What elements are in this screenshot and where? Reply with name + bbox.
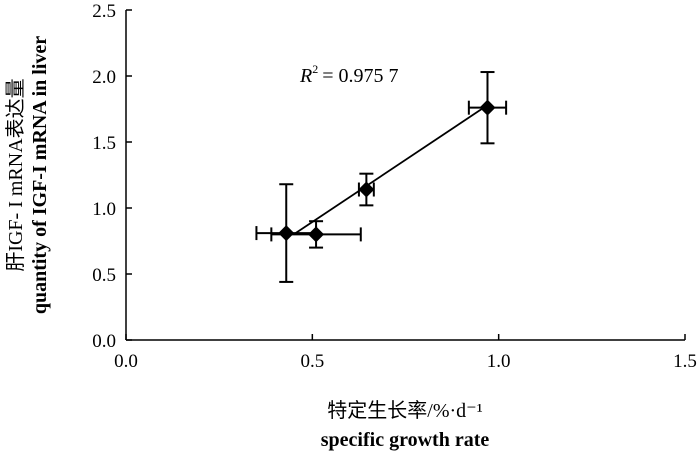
x-tick-label: 1.5 — [673, 351, 697, 372]
diamond-marker — [308, 226, 325, 243]
x-axis-label: 特定生长率/%·d⁻¹ — [327, 399, 482, 422]
diamond-marker — [479, 99, 496, 116]
data-point-group — [270, 220, 362, 249]
data-point-group — [357, 172, 375, 207]
data-point-group — [255, 183, 318, 283]
y-axis-label: 肝IGF- I mRNA表达量 — [4, 78, 27, 271]
diamond-marker — [358, 181, 375, 198]
axes: 0.0 0.5 1.0 1.5 0.0 0.5 1.0 1.5 2.0 2.5 — [92, 1, 697, 372]
x-axis-label-en: specific growth rate — [321, 429, 490, 451]
x-tick-label: 1.0 — [487, 351, 511, 372]
y-tick-label: 2.0 — [92, 67, 116, 88]
diamond-marker — [278, 225, 295, 242]
y-tick-label: 0.0 — [92, 331, 116, 352]
x-tick-label: 0.5 — [300, 351, 324, 372]
data-point-group — [467, 71, 508, 145]
marks — [255, 71, 508, 283]
fit-line — [293, 106, 485, 236]
y-tick-label: 0.5 — [92, 265, 116, 286]
y-tick-label: 1.5 — [92, 133, 116, 154]
r2-annotation: R2 = 0.975 7 — [299, 62, 399, 87]
y-tick-label: 2.5 — [92, 1, 116, 22]
x-tick-label: 0.0 — [114, 351, 138, 372]
y-tick-label: 1.0 — [92, 199, 116, 220]
y-axis-label-en: quantity of IGF-I mRNA in liver — [29, 36, 51, 314]
